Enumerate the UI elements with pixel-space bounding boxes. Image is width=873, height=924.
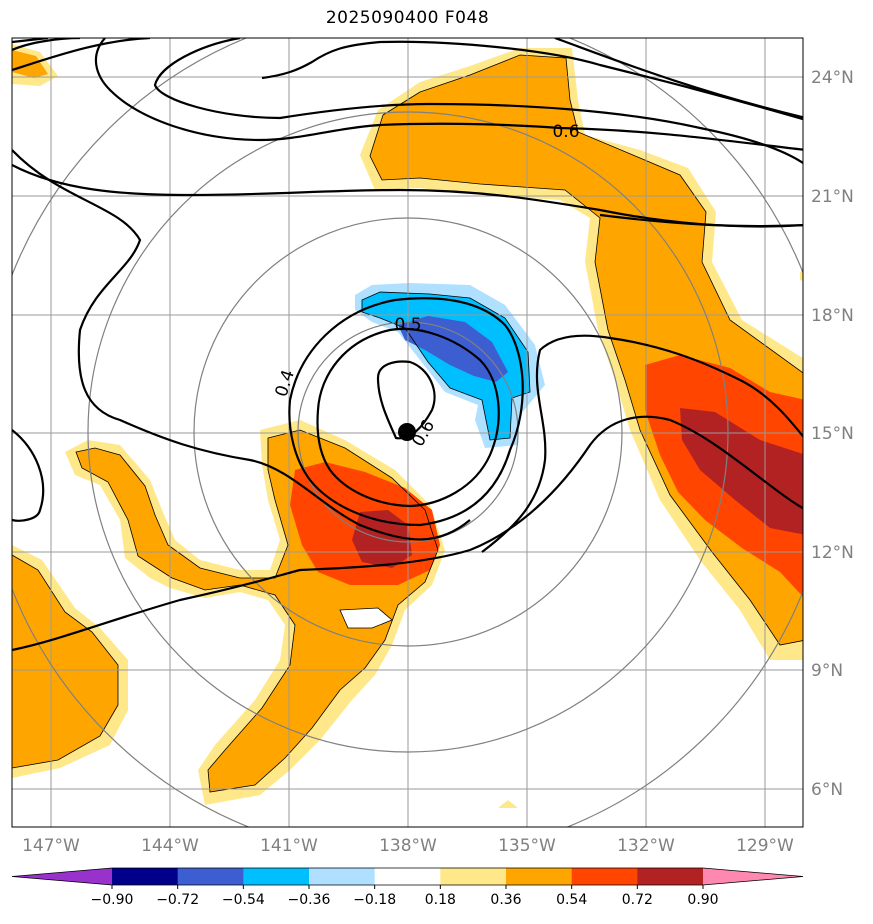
lon-label: 138°W [379, 836, 437, 856]
colorbar-segment [177, 868, 244, 885]
lat-label: 12°N [811, 543, 854, 563]
plot-area: 0.6 0.5 0.4 0.6 [12, 38, 803, 827]
lat-label: 24°N [811, 68, 854, 88]
lon-label: 144°W [141, 836, 199, 856]
plot-frame [11, 37, 804, 828]
lon-label: 129°W [736, 836, 794, 856]
storm-center-marker [398, 423, 416, 441]
latitude-labels: 24°N 21°N 18°N 15°N 12°N 9°N 6°N [811, 68, 854, 800]
colorbar-tick-label: −0.18 [353, 892, 396, 908]
colorbar-segment [571, 868, 638, 885]
colorbar-extend-min [12, 868, 112, 885]
colorbar-tick-label: 0.72 [622, 892, 653, 908]
colorbar-tick-label: −0.54 [222, 892, 265, 908]
lon-label: 132°W [617, 836, 675, 856]
colorbar: −0.90 −0.72 −0.54 −0.36 −0.18 0.18 0.36 0.54 0.7… [11, 867, 804, 908]
colorbar-segment [112, 868, 179, 885]
colorbar-tick-label: 0.54 [556, 892, 587, 908]
map-title: 2025090400 F048 [325, 8, 490, 28]
lat-label: 15°N [811, 424, 854, 444]
colorbar-tick-label: 0.36 [490, 892, 521, 908]
colorbar-segment [506, 868, 573, 885]
lat-label: 6°N [811, 780, 843, 800]
lat-label: 9°N [811, 661, 843, 681]
lon-label: 135°W [498, 836, 556, 856]
contour-lines [12, 38, 803, 652]
colorbar-tick-label: −0.90 [91, 892, 134, 908]
lat-label: 21°N [811, 187, 854, 207]
lon-label: 141°W [260, 836, 318, 856]
colorbar-tick-label: 0.90 [687, 892, 718, 908]
contour-label: 0.5 [394, 315, 421, 335]
colorbar-segment [243, 868, 310, 885]
contour-label: 0.6 [552, 122, 579, 142]
lon-label: 147°W [22, 836, 80, 856]
colorbar-extend-max [703, 868, 803, 885]
colorbar-segment [309, 868, 376, 885]
graticule [12, 38, 803, 827]
lat-label: 18°N [811, 306, 854, 326]
colorbar-segment [440, 868, 507, 885]
colorbar-segment [374, 868, 441, 885]
colorbar-segment [637, 868, 704, 885]
colorbar-tick-label: −0.36 [288, 892, 331, 908]
longitude-labels: 147°W 144°W 141°W 138°W 135°W 132°W 129°… [22, 836, 794, 856]
colorbar-tick-label: 0.18 [425, 892, 456, 908]
range-rings [12, 38, 803, 827]
colorbar-tick-label: −0.72 [156, 892, 199, 908]
